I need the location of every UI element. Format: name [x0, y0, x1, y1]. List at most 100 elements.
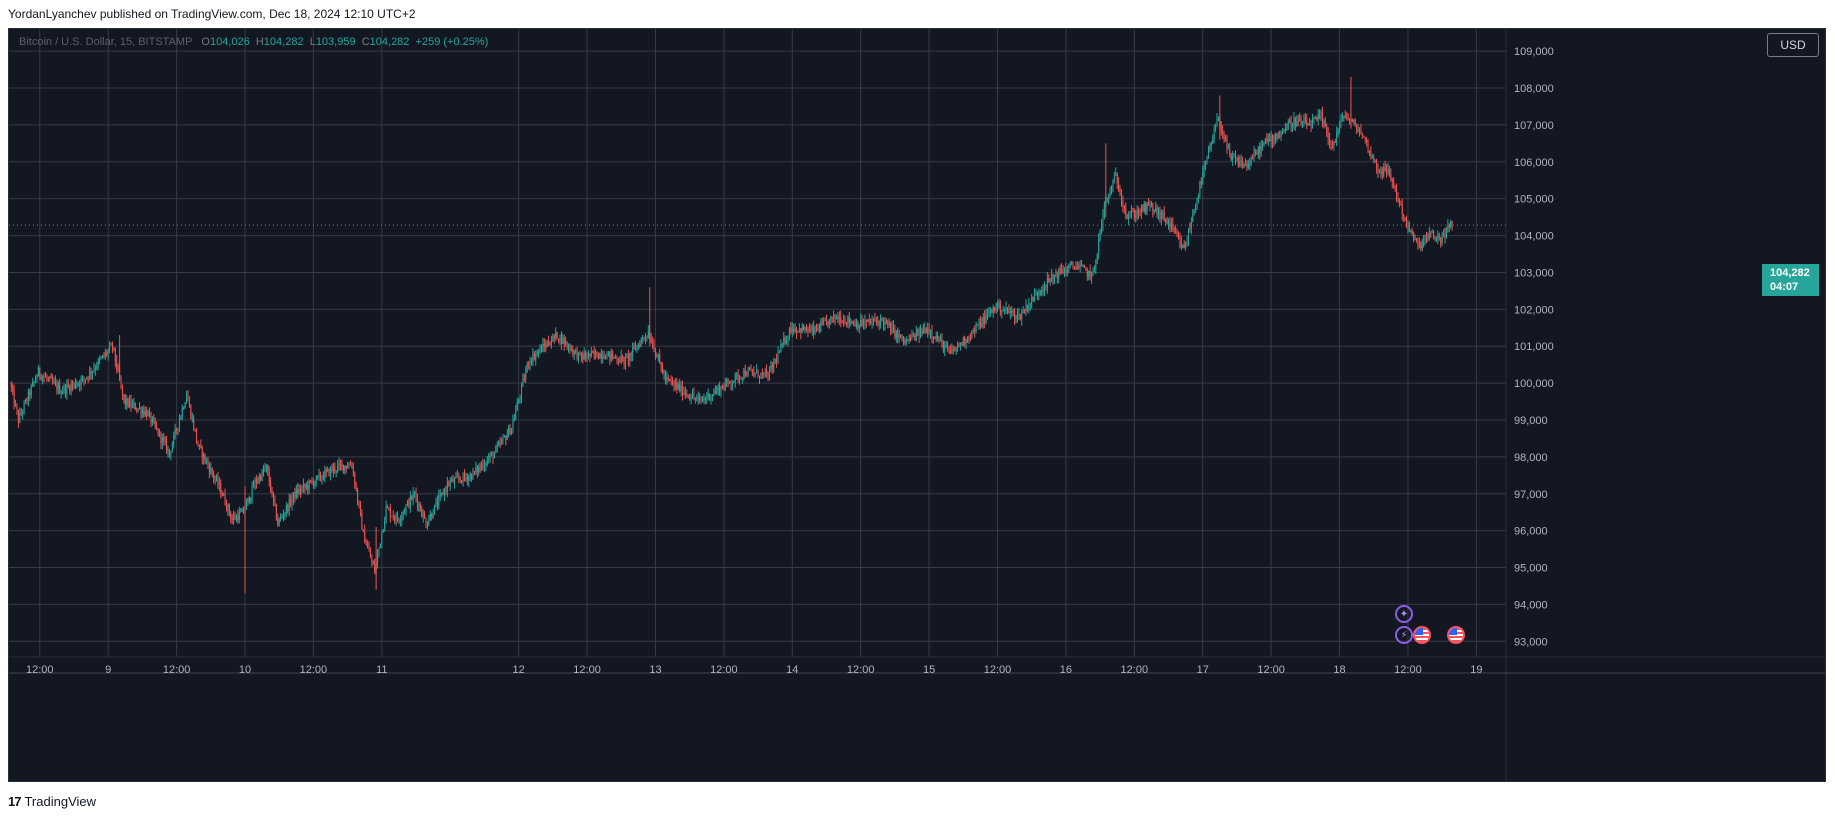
candle-body — [368, 547, 370, 551]
candle-body — [114, 348, 116, 362]
candle-body — [1367, 142, 1369, 151]
candle-body — [625, 356, 627, 364]
candle-body — [1373, 157, 1375, 160]
candle-body — [1136, 210, 1138, 216]
candle-body — [502, 436, 504, 441]
candle-body — [1045, 285, 1047, 288]
candle-body — [228, 504, 230, 514]
candle-body — [900, 334, 902, 339]
candle-body — [931, 330, 933, 337]
candle-body — [689, 396, 691, 400]
candle-body — [1175, 230, 1177, 232]
candle-body — [1001, 311, 1003, 313]
candle-body — [1042, 289, 1044, 291]
candle-body — [1244, 163, 1246, 165]
footer-brand-name[interactable]: TradingView — [24, 794, 97, 809]
price-chart[interactable]: 93,000 94,000 95,000 96,000 97,000 98,000 99,0… — [9, 29, 1825, 781]
candle-body — [710, 396, 712, 400]
candle-body — [968, 336, 970, 339]
candle-body — [39, 367, 41, 376]
candle-body — [80, 378, 82, 386]
candle-body — [100, 357, 102, 359]
candle-body — [573, 350, 575, 354]
candle-body — [330, 467, 332, 476]
candle-body — [1330, 143, 1332, 145]
candle-body — [435, 501, 437, 505]
candle-body — [1031, 296, 1033, 304]
lightning-event-icon[interactable]: ⚡ — [1395, 626, 1413, 644]
candle-body — [1356, 126, 1358, 133]
candle-body — [116, 361, 118, 369]
candle-body — [277, 519, 279, 525]
candle-body — [570, 349, 572, 351]
candle-body — [37, 367, 39, 377]
candle-body — [851, 321, 853, 324]
candle-body — [498, 442, 500, 446]
tradingview-logo-icon[interactable]: 17 — [8, 794, 22, 809]
candle-body — [835, 316, 837, 319]
candle-body — [1413, 232, 1415, 241]
legend-symbol[interactable]: Bitcoin / U.S. Dollar, 15, BITSTAMP — [19, 36, 193, 48]
candle-body — [713, 391, 715, 395]
us-flag-event-icon[interactable] — [1447, 626, 1465, 644]
candle-body — [1098, 238, 1100, 254]
candle-body — [1406, 220, 1408, 228]
candle-body — [1262, 143, 1264, 146]
candle-body — [469, 474, 471, 477]
candle-body — [190, 405, 192, 419]
candle-body — [194, 429, 196, 431]
candle-body — [359, 504, 361, 513]
candle-body — [974, 330, 976, 332]
candle-body — [1403, 214, 1405, 218]
candle-body — [969, 338, 971, 340]
candle-body — [344, 465, 346, 471]
candle-body — [1383, 167, 1385, 175]
chart-panel[interactable]: 93,000 94,000 95,000 96,000 97,000 98,000 99,0… — [8, 28, 1826, 782]
candle-body — [814, 326, 816, 334]
author-name[interactable]: YordanLyanchev — [8, 7, 97, 21]
candle-body — [915, 332, 917, 340]
candle-body — [230, 513, 232, 519]
candle-body — [448, 483, 450, 485]
us-flag-event-icon[interactable] — [1413, 626, 1431, 644]
candle-body — [94, 368, 96, 370]
candle-body — [911, 334, 913, 340]
candle-body — [733, 381, 735, 384]
candle-body — [1212, 138, 1214, 144]
candle-body — [1086, 269, 1088, 277]
candle-body — [1293, 117, 1295, 124]
candle-body — [334, 466, 336, 471]
candle-body — [1055, 274, 1057, 277]
candle-body — [30, 386, 32, 396]
candle-body — [1004, 310, 1006, 312]
y-tick-label: 104,000 — [1514, 231, 1554, 243]
y-tick-label: 98,000 — [1514, 452, 1548, 464]
candle-body — [1314, 117, 1316, 119]
candle-body — [683, 392, 685, 396]
candle-body — [599, 353, 601, 359]
candle-body — [217, 477, 219, 486]
candle-body — [47, 378, 49, 380]
candle-body — [461, 480, 463, 483]
candle-body — [662, 367, 664, 374]
candle-body — [365, 543, 367, 546]
candle-body — [436, 501, 438, 506]
candle-body — [1423, 238, 1425, 242]
candle-body — [673, 382, 675, 386]
candle-body — [235, 515, 237, 520]
currency-button[interactable]: USD — [1767, 33, 1819, 57]
candle-body — [315, 475, 317, 483]
star-event-icon[interactable]: ✦ — [1395, 605, 1413, 623]
candle-body — [891, 326, 893, 333]
candle-body — [687, 394, 689, 397]
candle-body — [602, 356, 604, 359]
candle-body — [1349, 119, 1351, 121]
candle-body — [1168, 221, 1170, 224]
candle-body — [161, 437, 163, 443]
candle-body — [1253, 151, 1255, 160]
y-tick-label: 94,000 — [1514, 599, 1548, 611]
candle-body — [854, 322, 856, 327]
candle-body — [218, 483, 220, 486]
candle-body — [357, 489, 359, 502]
candle-body — [270, 482, 272, 492]
